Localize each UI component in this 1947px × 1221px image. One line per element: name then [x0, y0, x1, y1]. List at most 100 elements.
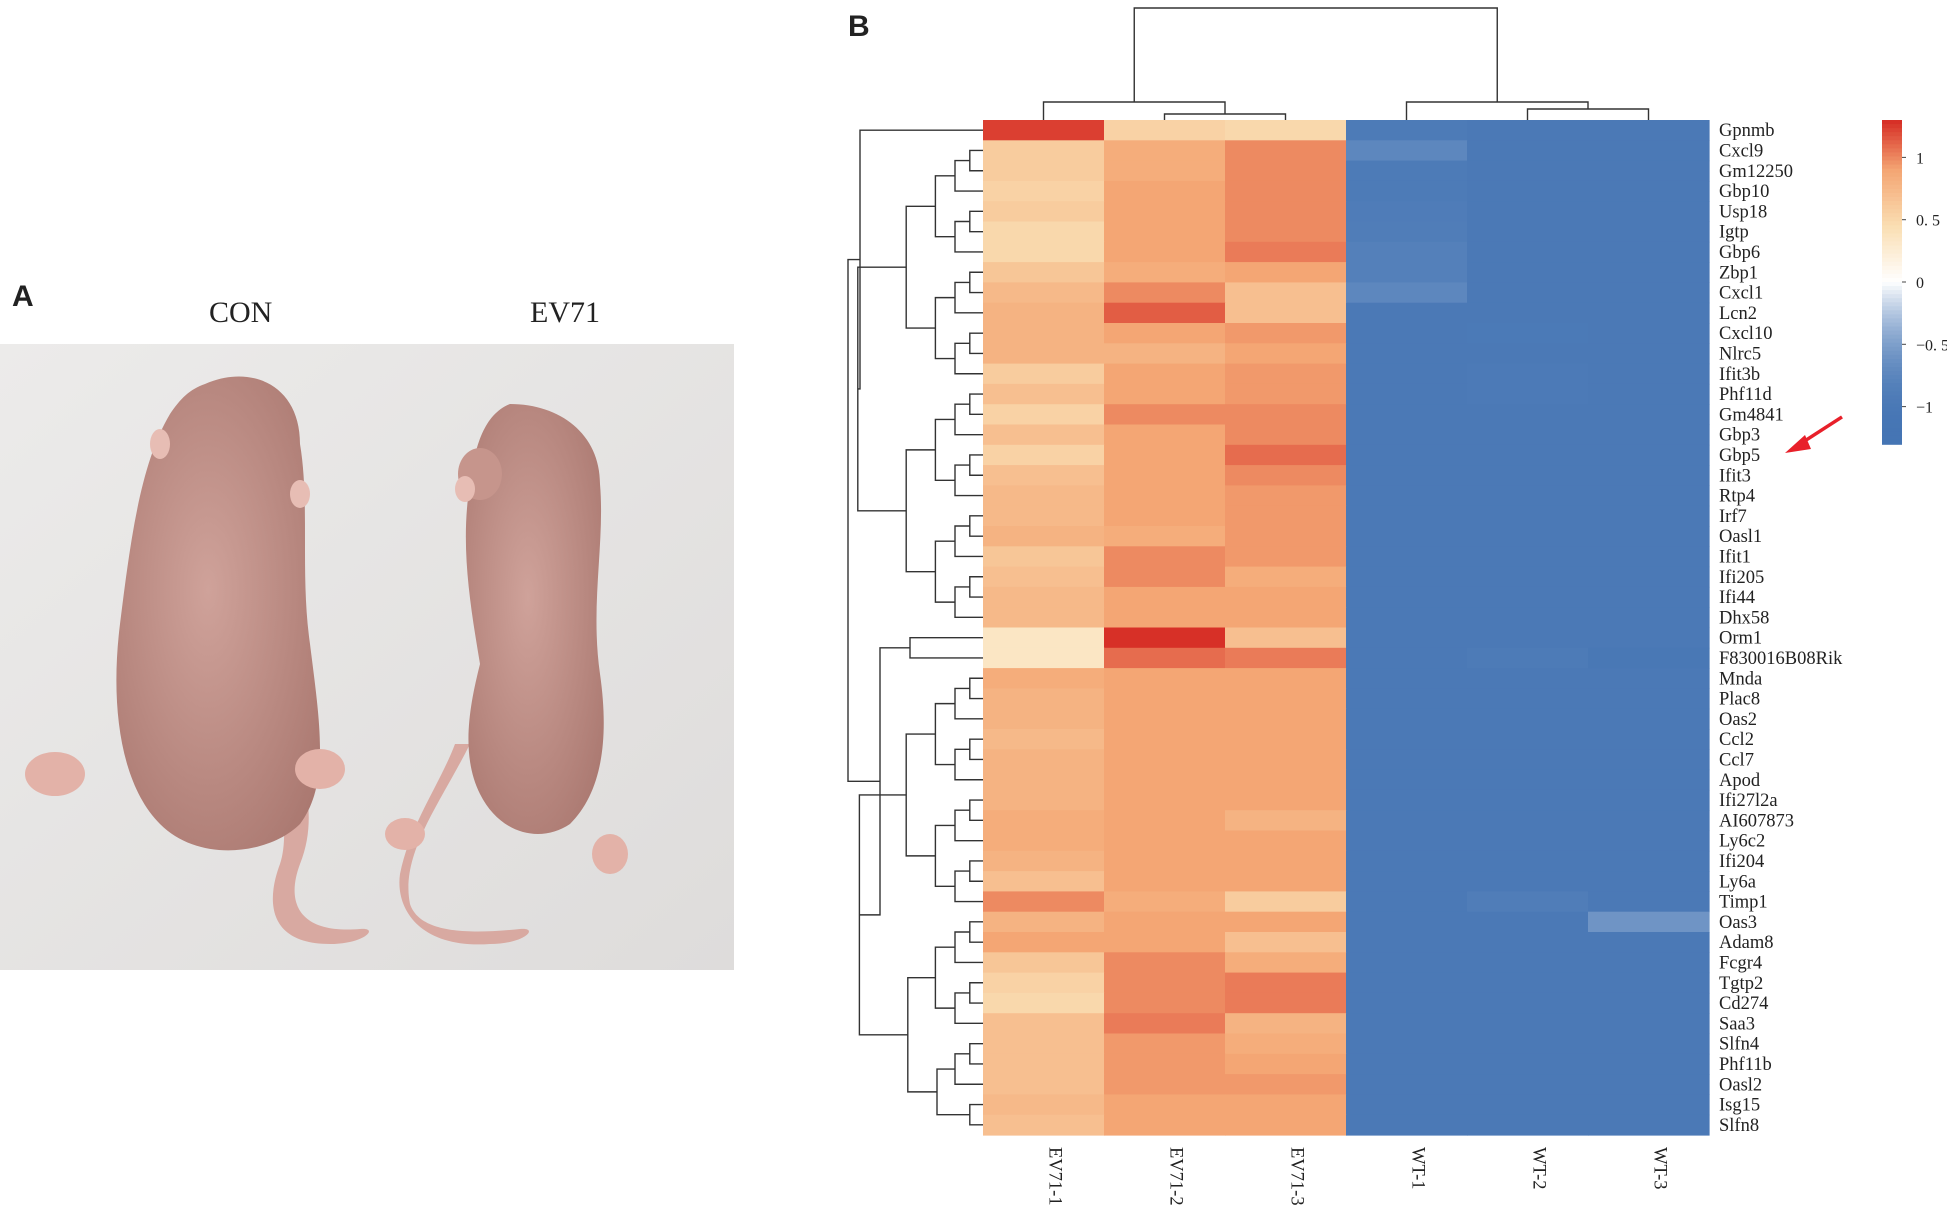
dendrogram-branch: [954, 586, 983, 619]
heatmap-cell: [1467, 1033, 1589, 1055]
row-label: Ifit1: [1719, 548, 1751, 568]
colorbar-segment: [1882, 314, 1902, 320]
heatmap-cell: [1225, 180, 1347, 202]
heatmap-cell: [1467, 221, 1589, 243]
heatmap-cell: [983, 485, 1105, 507]
heatmap-cell: [1588, 485, 1710, 507]
heatmap-cell: [1225, 241, 1347, 263]
colorbar-segment: [1882, 435, 1902, 441]
heatmap-cell: [1225, 789, 1347, 811]
heatmap-cell: [1588, 972, 1710, 994]
dendrogram-branch: [969, 393, 983, 416]
colorbar-segment: [1882, 229, 1902, 235]
colorbar-segment: [1882, 249, 1902, 255]
colorbar-segment: [1882, 233, 1902, 239]
heatmap-cell: [983, 810, 1105, 832]
dendrogram-branch: [969, 677, 983, 700]
colorbar-segment: [1882, 403, 1902, 409]
column-dendrogram: [1042, 7, 1650, 120]
heatmap-cell: [1588, 749, 1710, 771]
colorbar-segment: [1882, 192, 1902, 198]
row-label: Irf7: [1719, 507, 1747, 527]
heatmap-cell: [983, 607, 1105, 629]
heatmap-cell: [1346, 729, 1468, 750]
heatmap-cell: [1104, 830, 1226, 852]
row-label: Isg15: [1719, 1096, 1760, 1116]
heatmap-cell: [1467, 302, 1589, 324]
dendrogram-branch: [969, 149, 983, 172]
heatmap-cell: [1225, 1033, 1347, 1055]
colorbar-segment: [1882, 383, 1902, 389]
heatmap-cell: [1588, 668, 1710, 689]
heatmap-cell: [1104, 282, 1226, 304]
dendrogram-branch: [905, 449, 936, 573]
colorbar-segment: [1882, 273, 1902, 279]
heatmap-cell: [1225, 1114, 1347, 1136]
dendrogram-branch: [907, 976, 937, 1093]
row-label: Cxcl1: [1719, 284, 1763, 304]
dendrogram-branch: [954, 159, 983, 192]
heatmap-cell: [983, 180, 1105, 202]
heatmap-cell: [1225, 810, 1347, 832]
heatmap-cell: [1346, 911, 1468, 933]
heatmap-cell: [1588, 891, 1710, 913]
colorbar-segment: [1882, 423, 1902, 429]
heatmap-cell: [1104, 444, 1226, 466]
colorbar-tick-label: −0. 5: [1916, 337, 1947, 354]
dendrogram-branch: [969, 454, 983, 476]
heatmap-cell: [1588, 282, 1710, 304]
row-label: Apod: [1719, 771, 1761, 791]
colorbar-segment: [1882, 354, 1902, 360]
heatmap-cells: [983, 120, 1710, 1136]
heatmap-cell: [1588, 1053, 1710, 1075]
heatmap-cell: [1346, 546, 1468, 568]
heatmap-cell: [1104, 566, 1226, 588]
dendrogram-branch: [934, 702, 955, 766]
heatmap-cell: [983, 241, 1105, 263]
row-label: Gbp5: [1719, 446, 1760, 466]
colorbar-segment: [1882, 237, 1902, 243]
ev71-mouse-image: [385, 404, 628, 945]
colorbar-tick-label: 0: [1916, 275, 1924, 292]
row-dendrogram: [847, 129, 983, 1126]
heatmap-cell: [1225, 952, 1347, 974]
heatmap-cell: [1588, 505, 1710, 527]
column-label: EV71-3: [1287, 1147, 1307, 1206]
heatmap-cell: [983, 160, 1105, 182]
dendrogram-branch: [905, 733, 936, 857]
dendrogram-branch: [934, 418, 955, 482]
heatmap-cell: [1588, 262, 1710, 283]
row-label: Oas2: [1719, 710, 1757, 730]
dendrogram-branch: [969, 271, 983, 294]
heatmap-cell: [1346, 465, 1468, 486]
heatmap-cell: [1346, 262, 1468, 283]
con-mouse-image: [25, 376, 369, 944]
colorbar-segment: [1882, 164, 1902, 170]
heatmap-cell: [1346, 952, 1468, 974]
colorbar-segment: [1882, 144, 1902, 150]
dendrogram-branch: [954, 870, 983, 903]
heatmap-cell: [1467, 749, 1589, 771]
heatmap-cell: [1467, 932, 1589, 953]
heatmap-cell: [1225, 120, 1347, 141]
heatmap-cell: [1346, 708, 1468, 730]
heatmap-cell: [1588, 140, 1710, 162]
heatmap-cell: [1225, 850, 1347, 872]
heatmap-cell: [1588, 607, 1710, 629]
heatmap-cell: [1104, 1094, 1226, 1116]
heatmap-cell: [1588, 424, 1710, 446]
colorbar-segment: [1882, 395, 1902, 401]
heatmap-cell: [983, 444, 1105, 466]
heatmap-cell: [1225, 140, 1347, 162]
row-label: Gpnmb: [1719, 121, 1775, 141]
heatmap-cell: [1225, 1074, 1347, 1095]
colorbar-segment: [1882, 350, 1902, 356]
row-label: Saa3: [1719, 1014, 1755, 1034]
row-label: Dhx58: [1719, 608, 1769, 628]
photo-label-con: CON: [209, 296, 273, 329]
dendrogram-branch: [969, 1103, 983, 1126]
heatmap-cell: [1346, 688, 1468, 710]
heatmap-cell: [1104, 607, 1226, 629]
heatmap-cell: [1588, 627, 1710, 649]
heatmap-cell: [1346, 1114, 1468, 1136]
